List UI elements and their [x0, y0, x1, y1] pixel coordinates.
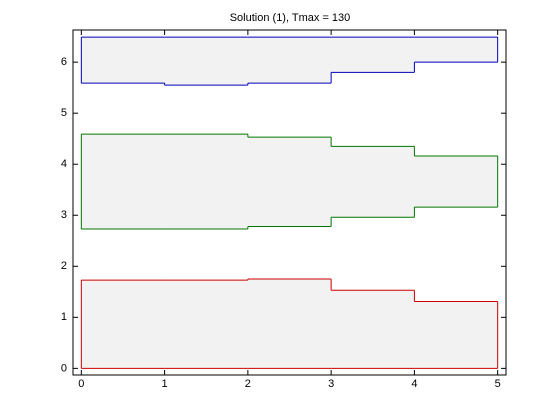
band-fill	[81, 134, 498, 230]
y-tick-label: 4	[61, 158, 67, 170]
y-tick-label: 2	[61, 260, 67, 272]
x-tick-label: 3	[328, 378, 334, 390]
y-tick-label: 1	[61, 311, 67, 323]
chart-title: Solution (1), Tmax = 130	[230, 12, 351, 24]
x-tick-label: 4	[411, 378, 417, 390]
x-tick-label: 1	[162, 378, 168, 390]
band-fill	[81, 37, 498, 86]
x-tick-label: 0	[78, 378, 84, 390]
band-fill	[81, 279, 498, 369]
axes-box	[72, 29, 507, 376]
x-tick-label: 5	[495, 378, 501, 390]
y-tick-label: 6	[61, 56, 67, 68]
x-tick-label: 2	[245, 378, 251, 390]
y-tick-label: 5	[61, 107, 67, 119]
y-tick-label: 0	[61, 362, 67, 374]
y-tick-label: 3	[61, 209, 67, 221]
